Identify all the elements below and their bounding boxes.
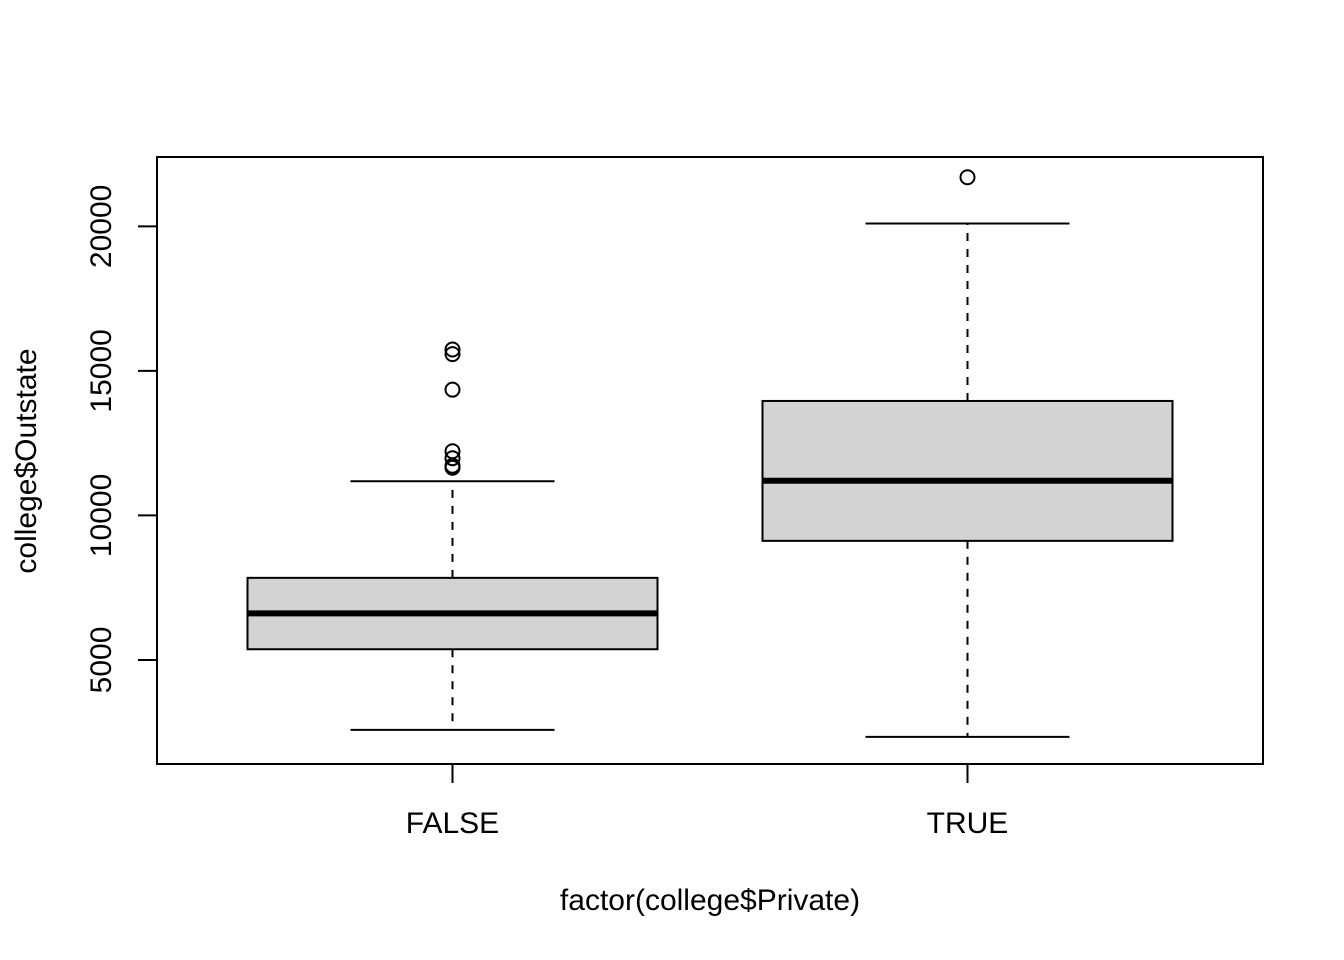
boxes-layer [246,169,1174,738]
outlier-point [444,346,461,363]
x-axis: FALSE TRUE [406,764,1009,840]
y-tick-label: 15000 [85,329,118,412]
iqr-box [761,399,1174,542]
outlier-point [444,381,461,398]
y-axis-label: college$Outstate [10,348,43,573]
outlier-point [444,341,461,358]
y-tick-label: 10000 [85,474,118,557]
x-tick-label: FALSE [406,807,499,840]
y-tick-label: 20000 [85,185,118,268]
y-axis: 5000 10000 15000 20000 [85,185,158,694]
outlier-point [959,169,976,186]
box-false [246,341,659,731]
y-tick-label: 5000 [85,627,118,694]
outlier-point [444,450,461,467]
x-tick-label: TRUE [927,807,1009,840]
box-true [761,169,1174,738]
x-axis-label: factor(college$Private) [560,884,860,917]
outlier-point [444,443,461,460]
